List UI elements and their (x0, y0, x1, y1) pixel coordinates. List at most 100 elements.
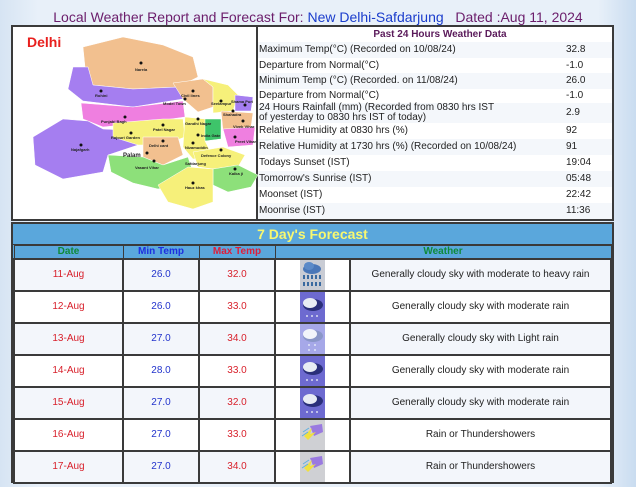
past-row-label: Todays Sunset (IST) (259, 157, 350, 168)
past-row-rh-1730: Relative Humidity at 1730 hrs (%) (Recor… (258, 139, 612, 155)
past-row-value: 22:42 (566, 189, 592, 200)
thundershower-icon (300, 419, 325, 450)
forecast-row: 11-Aug 26.0 32.0 Generally cloudy sky wi… (13, 257, 612, 292)
past-row-label: Relative Humidity at 1730 hrs (%) (Recor… (259, 141, 517, 152)
forecast-max-temp: 34.0 (198, 449, 276, 484)
past-row-max-departure: Departure from Normal(°C) -1.0 (258, 58, 612, 73)
current-data-panel: Narela Rohini Civil lines Model Town See… (11, 25, 614, 221)
svg-text:Vivek Vihar: Vivek Vihar (233, 124, 255, 129)
svg-text:Rohini: Rohini (95, 93, 107, 98)
svg-text:Preet Vihar: Preet Vihar (235, 139, 256, 144)
past-row-rh-0830: Relative Humidity at 0830 hrs (%) 92 (258, 123, 612, 139)
svg-text:Defence Colony: Defence Colony (201, 153, 232, 158)
past-24h-heading: Past 24 Hours Weather Data (258, 27, 612, 42)
forecast-weather: Generally cloudy sky with moderate rain (349, 353, 612, 388)
forecast-min-temp: 27.0 (122, 385, 200, 420)
forecast-icon-cell (274, 289, 351, 324)
past-row-value: 19:04 (566, 157, 592, 168)
forecast-icon-cell (274, 385, 351, 420)
forecast-weather: Generally cloudy sky with moderate to he… (349, 257, 612, 292)
past-row-label: Departure from Normal(°C) (259, 90, 380, 101)
forecast-row: 14-Aug 28.0 33.0 Generally cloudy sky wi… (13, 353, 612, 388)
past-row-rainfall: 24 Hours Rainfall (mm) (Recorded from 08… (258, 103, 612, 123)
delhi-map: Narela Rohini Civil lines Model Town See… (13, 27, 258, 219)
svg-text:Hauz khas: Hauz khas (185, 185, 206, 190)
past-row-max-temp: Maximum Temp(°C) (Recorded on 10/08/24) 3… (258, 42, 612, 58)
col-min-temp: Min Temp (122, 245, 200, 259)
svg-text:Shahadra: Shahadra (223, 112, 242, 117)
past-row-value: 2.9 (566, 107, 580, 118)
past-row-label: Maximum Temp(°C) (Recorded on 10/08/24) (259, 44, 456, 55)
location-name: New Delhi-Safdarjung (307, 9, 444, 25)
forecast-min-temp: 27.0 (122, 449, 200, 484)
moderate-rain-icon (300, 291, 325, 322)
thundershower-icon (300, 451, 325, 482)
svg-text:Patel Nagar: Patel Nagar (153, 127, 175, 132)
delhi-map-image: Narela Rohini Civil lines Model Town See… (32, 36, 258, 210)
moderate-rain-icon (300, 355, 325, 386)
col-weather: Weather (274, 245, 612, 259)
forecast-icon-cell (274, 353, 351, 388)
past-row-moonrise: Moonrise (IST) 11:36 (258, 203, 612, 219)
past-24h-panel: Past 24 Hours Weather Data Maximum Temp(… (258, 27, 612, 219)
forecast-min-temp: 26.0 (122, 289, 200, 324)
past-row-value: -1.0 (566, 90, 584, 101)
title-prefix: Local Weather Report and Forecast For: (53, 9, 304, 25)
forecast-weather: Generally cloudy sky with moderate rain (349, 289, 612, 324)
forecast-date: 13-Aug (13, 321, 124, 356)
forecast-icon-cell (274, 321, 351, 356)
forecast-row: 12-Aug 26.0 33.0 Generally cloudy sky wi… (13, 289, 612, 324)
svg-text:Rajouri Garden: Rajouri Garden (111, 135, 140, 140)
svg-text:Safdarjung: Safdarjung (185, 161, 206, 166)
forecast-row: 17-Aug 27.0 34.0 Rain or Thundershowers (13, 449, 612, 484)
forecast-weather: Rain or Thundershowers (349, 449, 612, 484)
forecast-icon-cell (274, 449, 351, 484)
svg-text:Delhi cant: Delhi cant (149, 143, 169, 148)
forecast-min-temp: 26.0 (122, 257, 200, 292)
forecast-weather: Generally cloudy sky with Light rain (349, 321, 612, 356)
svg-text:Kalka ji: Kalka ji (229, 171, 243, 176)
past-row-value: 05:48 (566, 173, 592, 184)
svg-text:Punjabi Bagh: Punjabi Bagh (101, 119, 127, 124)
past-row-label: 24 Hours Rainfall (mm) (Recorded from 08… (259, 102, 494, 123)
past-row-value: 91 (566, 141, 578, 152)
report-date: Dated :Aug 11, 2024 (455, 9, 583, 25)
past-row-value: 11:36 (566, 205, 591, 216)
svg-text:Narela: Narela (135, 67, 148, 72)
past-24h-rows: Maximum Temp(°C) (Recorded on 10/08/24) 3… (258, 42, 612, 219)
past-row-label: Moonset (IST) (259, 189, 323, 200)
past-row-label: Minimum Temp (°C) (Recorded. on 11/08/24… (259, 75, 458, 86)
forecast-header-row: Date Min Temp Max Temp Weather (13, 245, 612, 259)
forecast-date: 15-Aug (13, 385, 124, 420)
past-row-min-departure: Departure from Normal(°C) -1.0 (258, 89, 612, 103)
forecast-max-temp: 32.0 (198, 257, 276, 292)
svg-text:Civil lines: Civil lines (181, 93, 200, 98)
svg-text:Model Town: Model Town (163, 101, 186, 106)
past-row-sunrise: Tomorrow's Sunrise (IST) 05:48 (258, 171, 612, 187)
svg-text:Vasant Vihar: Vasant Vihar (135, 165, 159, 170)
past-row-sunset: Todays Sunset (IST) 19:04 (258, 155, 612, 171)
forecast-date: 11-Aug (13, 257, 124, 292)
heavy-rain-icon (300, 259, 325, 290)
past-row-label: Relative Humidity at 0830 hrs (%) (259, 125, 408, 136)
col-max-temp: Max Temp (198, 245, 276, 259)
svg-text:Gandhi Nagar: Gandhi Nagar (185, 121, 212, 126)
svg-text:Najafgarh: Najafgarh (71, 147, 90, 152)
past-row-label: Tomorrow's Sunrise (IST) (259, 173, 372, 184)
svg-text:Palam: Palam (123, 153, 141, 159)
forecast-icon-cell (274, 417, 351, 452)
forecast-date: 16-Aug (13, 417, 124, 452)
forecast-max-temp: 33.0 (198, 417, 276, 452)
forecast-weather: Rain or Thundershowers (349, 417, 612, 452)
past-row-value: 92 (566, 125, 578, 136)
forecast-min-temp: 27.0 (122, 417, 200, 452)
svg-text:Seelampur: Seelampur (211, 101, 232, 106)
forecast-max-temp: 34.0 (198, 321, 276, 356)
forecast-panel: 7 Day's Forecast Date Min Temp Max Temp … (11, 222, 614, 484)
past-row-label: Departure from Normal(°C) (259, 60, 380, 71)
col-date: Date (13, 245, 124, 259)
past-row-value: -1.0 (566, 60, 584, 71)
forecast-min-temp: 27.0 (122, 321, 200, 356)
map-title: Delhi (27, 34, 62, 50)
past-row-moonset: Moonset (IST) 22:42 (258, 187, 612, 203)
